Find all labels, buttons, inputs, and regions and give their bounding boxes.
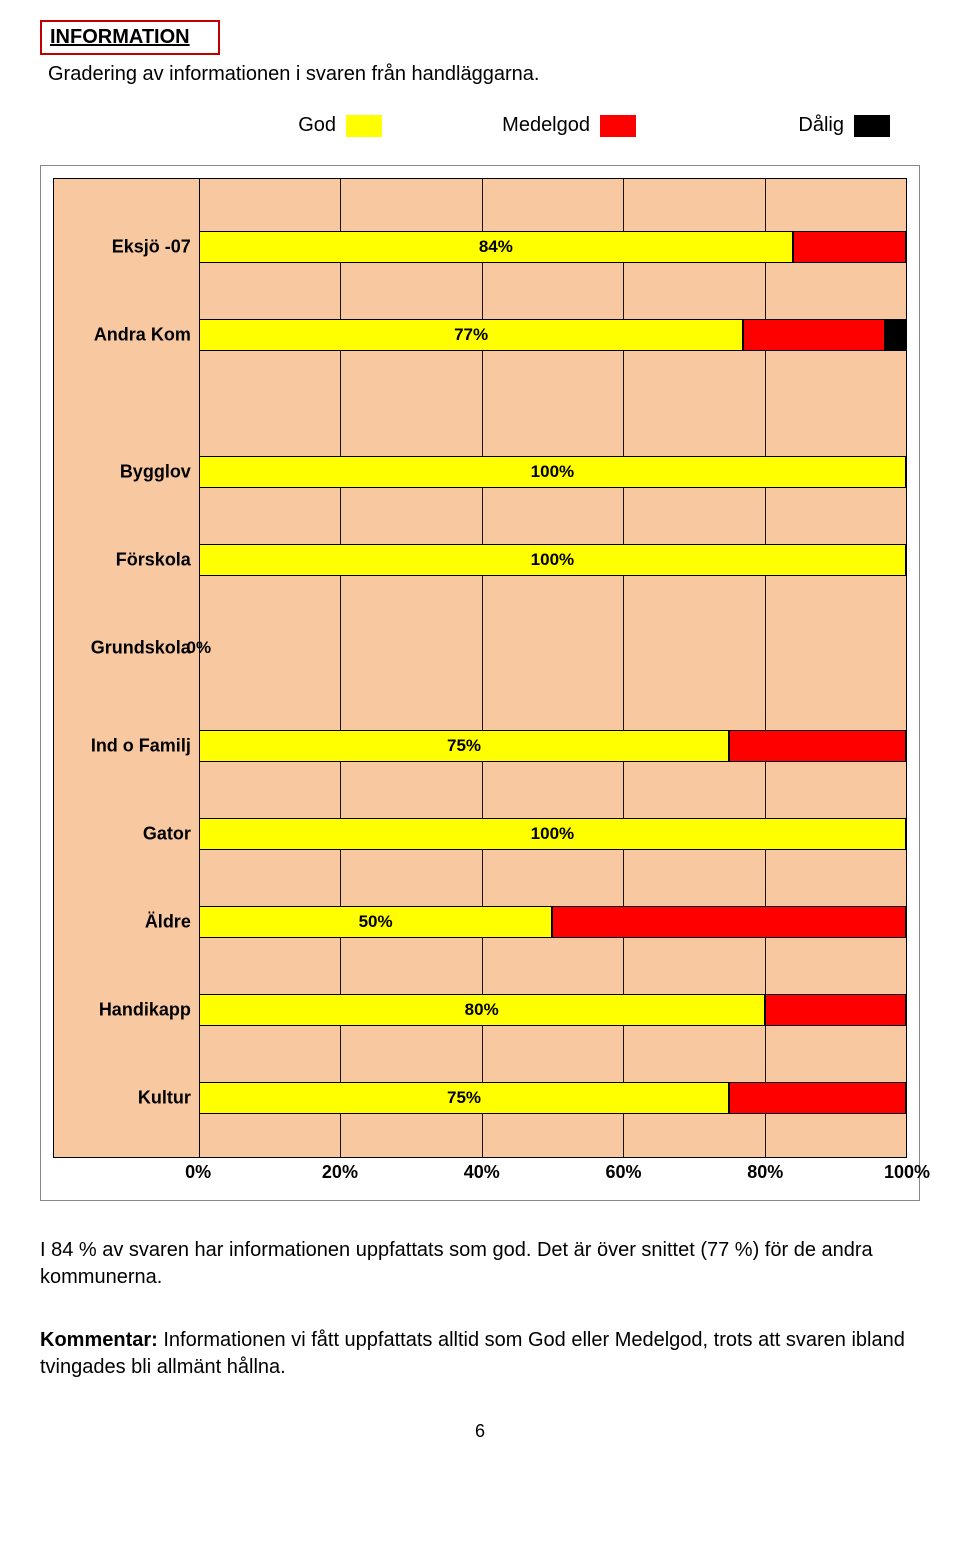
bar-stack: [199, 1082, 906, 1114]
bar-track: 77%: [199, 309, 906, 361]
chart-frame: Eksjö -0784%Andra Kom77%Bygglov100%Försk…: [40, 165, 920, 1201]
title-text: INFORMATION: [50, 26, 190, 48]
category-label: Handikapp: [54, 1000, 199, 1021]
legend: God Medelgod Dålig: [48, 114, 920, 137]
bar-track: 100%: [199, 446, 906, 498]
x-tick: 60%: [605, 1162, 641, 1183]
body-para-2-rest: Informationen vi fått uppfattats alltid …: [40, 1329, 905, 1378]
category-label: Eksjö -07: [54, 237, 199, 258]
chart-row: Andra Kom 77%: [54, 309, 906, 361]
bar-stack: [199, 730, 906, 762]
seg-medelgod: [793, 231, 906, 263]
x-tick: 40%: [464, 1162, 500, 1183]
legend-medelgod-swatch: [600, 115, 636, 137]
chart-row: Förskola 100%: [54, 534, 906, 586]
category-label: Gator: [54, 824, 199, 845]
chart-row: Gator 100%: [54, 808, 906, 860]
chart-row: Eksjö -07 84%: [54, 221, 906, 273]
legend-god-swatch: [346, 115, 382, 137]
bar-stack: [199, 906, 906, 938]
category-label: Kultur: [54, 1088, 199, 1109]
seg-medelgod: [729, 730, 906, 762]
chart-row: Kultur 75%: [54, 1072, 906, 1124]
seg-dalig: [885, 319, 906, 351]
legend-god-label: God: [128, 114, 346, 137]
category-label: Äldre: [54, 912, 199, 933]
title-box: INFORMATION: [40, 20, 220, 55]
bar-stack: [199, 231, 906, 263]
legend-medelgod-label: Medelgod: [382, 114, 600, 137]
seg-medelgod: [552, 906, 906, 938]
x-tick: 80%: [747, 1162, 783, 1183]
bar-track: 50%: [199, 896, 906, 948]
bar-stack: [199, 319, 906, 351]
chart-row: Bygglov 100%: [54, 446, 906, 498]
bar-value-label: 75%: [447, 736, 481, 756]
plot-area: Eksjö -0784%Andra Kom77%Bygglov100%Försk…: [53, 178, 907, 1158]
x-tick: 20%: [322, 1162, 358, 1183]
body-para-1: I 84 % av svaren har informationen uppfa…: [40, 1237, 920, 1291]
bar-value-label: 77%: [454, 325, 488, 345]
bar-track: 75%: [199, 1072, 906, 1124]
page-number: 6: [40, 1421, 920, 1442]
bar-track: 80%: [199, 984, 906, 1036]
bar-track: 0%: [199, 622, 906, 674]
bar-value-label: 100%: [531, 462, 574, 482]
legend-dalig-swatch: [854, 115, 890, 137]
chart-row: Grundskola0%: [54, 622, 906, 674]
bar-stack: [199, 632, 906, 664]
bar-stack: [199, 994, 906, 1026]
chart-row: Handikapp 80%: [54, 984, 906, 1036]
bar-value-label: 100%: [531, 824, 574, 844]
bar-track: 84%: [199, 221, 906, 273]
body-para-2: Kommentar: Informationen vi fått uppfatt…: [40, 1327, 920, 1381]
category-label: Bygglov: [54, 462, 199, 483]
category-label: Förskola: [54, 550, 199, 571]
category-label: Ind o Familj: [54, 736, 199, 757]
bar-value-label: 84%: [479, 237, 513, 257]
legend-dalig-label: Dålig: [636, 114, 854, 137]
x-tick: 0%: [185, 1162, 211, 1183]
bar-track: 75%: [199, 720, 906, 772]
seg-medelgod: [743, 319, 884, 351]
seg-medelgod: [729, 1082, 906, 1114]
bar-value-label: 75%: [447, 1088, 481, 1108]
bar-value-label: 80%: [465, 1000, 499, 1020]
bar-track: 100%: [199, 534, 906, 586]
seg-medelgod: [765, 994, 906, 1026]
chart-row: Ind o Familj 75%: [54, 720, 906, 772]
bar-value-label: 100%: [531, 550, 574, 570]
subtitle: Gradering av informationen i svaren från…: [48, 63, 920, 86]
x-axis: 0%20%40%60%80%100%: [53, 1158, 907, 1188]
bar-value-label: 0%: [187, 638, 212, 658]
category-label: Grundskola: [54, 638, 199, 659]
bar-track: 100%: [199, 808, 906, 860]
bar-value-label: 50%: [359, 912, 393, 932]
category-label: Andra Kom: [54, 325, 199, 346]
x-tick: 100%: [884, 1162, 930, 1183]
gridline: [906, 179, 907, 1157]
chart-row: Äldre 50%: [54, 896, 906, 948]
body-para-2-bold: Kommentar:: [40, 1329, 158, 1351]
